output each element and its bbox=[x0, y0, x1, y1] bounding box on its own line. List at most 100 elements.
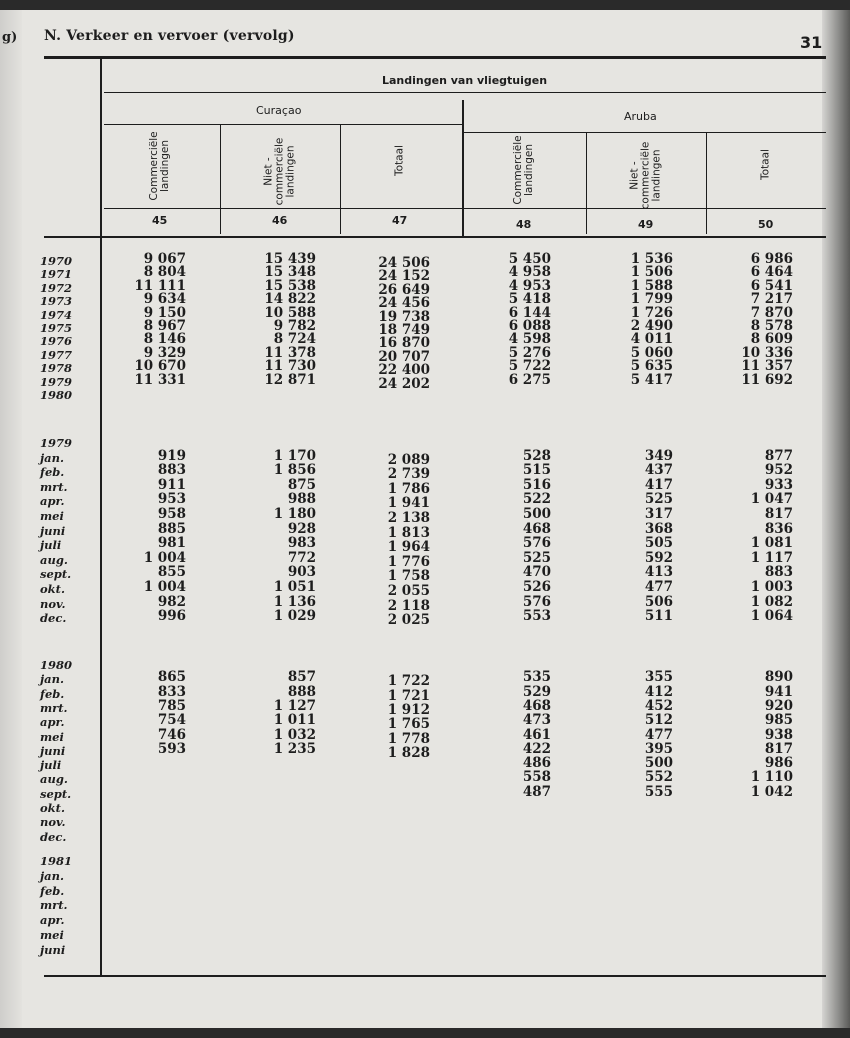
table-cell: 933 bbox=[764, 476, 793, 493]
table-cell: 8 609 bbox=[750, 331, 793, 348]
table-cell: 958 bbox=[157, 506, 186, 522]
table-cell: 349 bbox=[644, 447, 673, 464]
table-cell: 525 bbox=[522, 549, 551, 566]
row-label: 1971 bbox=[40, 267, 73, 282]
row-label: feb. bbox=[40, 686, 65, 701]
table-cell: 486 bbox=[522, 755, 551, 772]
table-cell: 9 150 bbox=[143, 304, 186, 321]
row-label: aug. bbox=[40, 772, 68, 787]
table-cell: 4 598 bbox=[508, 331, 551, 348]
facing-page-edge bbox=[0, 10, 22, 1028]
column-header-50: Totaal bbox=[759, 149, 772, 180]
table-cell: 982 bbox=[157, 593, 186, 610]
table-cell: 422 bbox=[522, 740, 551, 757]
table-cell: 1 721 bbox=[387, 687, 430, 704]
facing-page-fragment: g) bbox=[2, 30, 18, 45]
row-label: aug. bbox=[40, 552, 68, 567]
table-cell: 1 235 bbox=[273, 740, 316, 757]
table-cell: 919 bbox=[157, 447, 186, 464]
table-cell: 2 739 bbox=[387, 466, 430, 483]
table-cell: 2 025 bbox=[387, 612, 430, 629]
table-cell: 553 bbox=[522, 608, 551, 625]
column-number: 47 bbox=[392, 214, 408, 227]
region-aruba: Aruba bbox=[624, 110, 657, 123]
table-cell: 785 bbox=[157, 697, 186, 714]
row-label: apr. bbox=[40, 913, 65, 928]
table-cell: 11 331 bbox=[134, 371, 186, 388]
table-cell: 1 117 bbox=[750, 549, 793, 566]
table-cell: 6 088 bbox=[508, 318, 551, 334]
table-cell: 903 bbox=[287, 564, 316, 581]
table-cell: 9 782 bbox=[273, 318, 316, 334]
table-cell: 754 bbox=[157, 712, 186, 729]
table-cell: 412 bbox=[644, 683, 673, 700]
table-cell: 24 152 bbox=[378, 268, 430, 285]
row-label: feb. bbox=[40, 883, 65, 898]
row-label: jan. bbox=[40, 672, 64, 687]
table-cell: 1 778 bbox=[387, 730, 430, 747]
row-label: 1979 bbox=[40, 374, 73, 389]
row-label: apr. bbox=[40, 715, 65, 730]
column-number: 49 bbox=[638, 218, 654, 231]
row-label: juni bbox=[40, 523, 66, 538]
table-cell: 865 bbox=[157, 669, 186, 686]
table-cell: 875 bbox=[287, 476, 316, 493]
scan-bottom-edge bbox=[0, 1028, 850, 1038]
row-label: jan. bbox=[40, 868, 64, 883]
table-cell: 1 127 bbox=[273, 697, 316, 714]
table-cell: 5 450 bbox=[508, 251, 551, 267]
table-cell: 558 bbox=[522, 769, 551, 786]
column-number: 46 bbox=[272, 214, 288, 227]
table-cell: 1 941 bbox=[387, 495, 430, 512]
table-cell: 5 276 bbox=[508, 344, 551, 361]
table-cell: 857 bbox=[287, 669, 316, 686]
row-label: okt. bbox=[40, 801, 65, 815]
region-curacao: Curaçao bbox=[256, 104, 302, 117]
table-cell: 11 730 bbox=[264, 358, 316, 375]
table-cell: 16 870 bbox=[378, 335, 430, 352]
table-cell: 526 bbox=[522, 579, 551, 595]
table-cell: 468 bbox=[522, 520, 551, 537]
col-divider bbox=[586, 132, 587, 234]
column-number: 45 bbox=[152, 214, 168, 227]
table-cell: 6 464 bbox=[750, 264, 793, 281]
table-cell: 953 bbox=[157, 491, 186, 508]
table-cell: 477 bbox=[644, 579, 673, 595]
table-cell: 522 bbox=[522, 491, 551, 508]
header-bottom-rule bbox=[44, 236, 826, 238]
table-cell: 1 536 bbox=[630, 251, 673, 267]
row-label: nov. bbox=[40, 815, 66, 830]
section-year-label: 1981 bbox=[40, 854, 73, 868]
row-label: juli bbox=[40, 758, 62, 773]
table-cell: 11 357 bbox=[741, 358, 793, 375]
table-cell: 1 726 bbox=[630, 304, 673, 321]
table-cell: 24 202 bbox=[378, 375, 430, 392]
table-cell: 355 bbox=[644, 669, 673, 686]
table-cell: 1 758 bbox=[387, 568, 430, 585]
table-cell: 1 110 bbox=[750, 769, 793, 786]
table-cell: 592 bbox=[644, 549, 673, 566]
table-cell: 1 029 bbox=[273, 608, 316, 625]
table-cell: 817 bbox=[764, 740, 793, 757]
table-cell: 4 953 bbox=[508, 277, 551, 294]
table-cell: 746 bbox=[157, 726, 186, 743]
table-cell: 985 bbox=[764, 712, 793, 729]
row-label: nov. bbox=[40, 596, 66, 611]
scan-top-edge bbox=[0, 0, 850, 10]
table-cell: 855 bbox=[157, 564, 186, 581]
table-cell: 317 bbox=[644, 506, 673, 522]
table-cell: 941 bbox=[764, 683, 793, 700]
table-cell: 20 707 bbox=[378, 348, 430, 365]
table-cell: 2 490 bbox=[630, 318, 673, 334]
row-label: apr. bbox=[40, 494, 65, 509]
table-cell: 477 bbox=[644, 726, 673, 743]
row-label: jan. bbox=[40, 450, 64, 465]
table-cell: 4 011 bbox=[630, 331, 673, 348]
table-cell: 24 456 bbox=[378, 295, 430, 312]
page-title: N. Verkeer en vervoer (vervolg) bbox=[44, 28, 295, 44]
table-cell: 461 bbox=[522, 726, 551, 743]
table-cell: 10 670 bbox=[134, 358, 186, 375]
column-number: 50 bbox=[758, 218, 774, 231]
table-cell: 952 bbox=[764, 462, 793, 479]
table-cell: 19 738 bbox=[378, 308, 430, 325]
